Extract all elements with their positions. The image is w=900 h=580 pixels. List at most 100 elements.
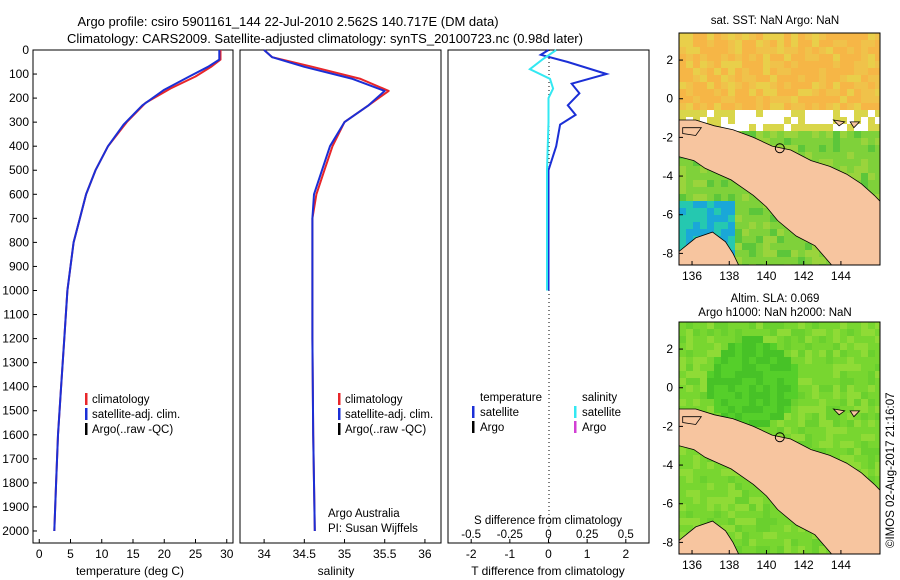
map-cell (700, 497, 708, 505)
map-cell (819, 96, 827, 104)
map-cell (749, 343, 757, 351)
map-cell (868, 145, 876, 153)
map-cell (777, 222, 785, 230)
map-cell (700, 329, 708, 337)
map-cell (840, 61, 848, 69)
legend-swatch-climatology (338, 393, 341, 405)
map-cell (812, 89, 820, 97)
map-cell (693, 343, 701, 351)
map-cell (805, 82, 813, 90)
map-cell (840, 68, 848, 76)
map-cell (742, 518, 750, 526)
map-cell (679, 201, 687, 209)
map-cell (679, 222, 687, 230)
map-cell (868, 68, 876, 76)
map-cell (770, 357, 778, 365)
map-cell (847, 47, 855, 55)
map-cell (777, 229, 785, 237)
map-cell (812, 427, 820, 435)
map-cell (805, 75, 813, 83)
map-cell (756, 131, 764, 139)
map-cell (728, 476, 736, 484)
map-cell (784, 89, 792, 97)
map-cell (826, 124, 834, 132)
map-cell (833, 364, 841, 372)
map-cell (679, 364, 687, 372)
map-cell (826, 110, 834, 118)
map-cell (756, 539, 764, 547)
map-cell (819, 385, 827, 393)
map-cell (679, 476, 687, 484)
map-cell (875, 357, 880, 365)
map-cell (819, 364, 827, 372)
map-cell (756, 103, 764, 111)
map-cell (791, 68, 799, 76)
map-cell (777, 322, 785, 330)
map-cell (784, 413, 792, 421)
map-cell (868, 75, 876, 83)
map-cell (798, 413, 806, 421)
map-cell (721, 511, 729, 519)
map-cell (763, 504, 771, 512)
map-cell (854, 131, 862, 139)
map-cell (826, 427, 834, 435)
depth-axis: 0 100 200 300 400 500 600 700 800 900 1000 1100 1200… (2, 43, 37, 538)
map-cell (679, 322, 687, 330)
map-cell (756, 110, 764, 118)
map-cell (798, 392, 806, 400)
map-cell (735, 47, 743, 55)
map-cell (735, 504, 743, 512)
map-cell (777, 103, 785, 111)
map-cell (875, 68, 880, 76)
map-cell (805, 117, 813, 125)
map-cell (861, 82, 869, 90)
map-cell (700, 82, 708, 90)
map-cell (770, 427, 778, 435)
legend-swatch-argo (85, 423, 88, 435)
map-cell (714, 180, 722, 188)
map-cell (826, 357, 834, 365)
map-cell (679, 236, 687, 244)
map-cell (819, 546, 827, 554)
map-cell (735, 392, 743, 400)
map-cell (679, 40, 687, 48)
map-cell (679, 469, 687, 477)
map-cell (847, 378, 855, 386)
map-cell (798, 61, 806, 69)
y-tick-label: 300 (9, 115, 29, 129)
map-cell (700, 504, 708, 512)
map-cell (756, 399, 764, 407)
map-cell (854, 54, 862, 62)
map-cell (868, 322, 876, 330)
map-cell (721, 476, 729, 484)
map-cell (742, 511, 750, 519)
map-cell (798, 82, 806, 90)
map-cell (700, 166, 708, 174)
map-cell (693, 75, 701, 83)
map-cell (875, 152, 880, 160)
map-cell (868, 378, 876, 386)
map-cell (840, 350, 848, 358)
map-cell (861, 462, 869, 470)
map-cell (819, 110, 827, 118)
map-cell (679, 497, 687, 505)
map-cell (700, 343, 708, 351)
series-line-temperature-satellite (538, 49, 611, 291)
map-cell (791, 413, 799, 421)
map-cell (875, 131, 880, 139)
map-cell (749, 399, 757, 407)
map-cell (721, 180, 729, 188)
map-cell (784, 33, 792, 41)
map-cell (763, 215, 771, 223)
y-tick-label: 100 (9, 67, 29, 81)
map-cell (714, 215, 722, 223)
map-cell (756, 229, 764, 237)
map-cell (700, 89, 708, 97)
map-cell (714, 322, 722, 330)
map-cell (812, 539, 820, 547)
map-cell (784, 243, 792, 251)
map-cell (735, 103, 743, 111)
map-cell (819, 392, 827, 400)
map-cell (763, 257, 771, 265)
